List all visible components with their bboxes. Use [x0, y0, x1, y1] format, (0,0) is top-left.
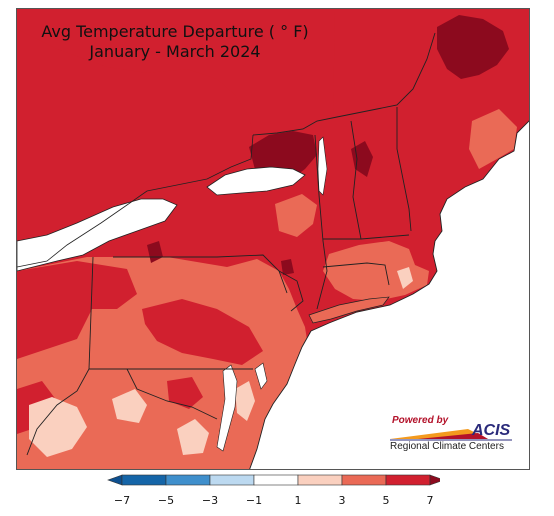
legend-bin-3 — [253, 474, 299, 486]
border-ct-ri — [322, 262, 390, 286]
legend-bin-0 — [121, 474, 167, 486]
zone-1-3-delmarva — [235, 381, 255, 421]
zone-5-7-pennsylvania-west — [17, 261, 137, 359]
legend-colorbar — [107, 474, 445, 486]
lake-champlain — [317, 136, 328, 196]
border-wv — [26, 368, 90, 456]
legend-tick-label: −5 — [157, 494, 175, 507]
color-legend: −7 −5 −3 −1 1 3 5 7 — [100, 472, 445, 512]
legend-under-arrow — [107, 474, 123, 486]
zone-1-3-virginia-central — [177, 419, 209, 455]
title-line-2: January - March 2024 — [89, 42, 261, 61]
border-ma-north — [323, 234, 410, 240]
zone-1-3-cape-cod — [397, 267, 413, 289]
legend-bin-4 — [297, 474, 343, 486]
border-ny-ma-ct — [316, 240, 328, 310]
delaware-bay — [254, 362, 268, 390]
zone-gt7-spot-1 — [147, 241, 163, 263]
regional-climate-centers-text: Regional Climate Centers — [390, 441, 504, 452]
map-title: Avg Temperature Departure ( ° F) January… — [30, 22, 320, 62]
shoreline-north — [17, 134, 254, 268]
zone-5-7-pennsylvania-central — [142, 299, 263, 365]
acis-brand-text: ACIS — [472, 422, 511, 439]
zone-gt7-northern-maine — [437, 15, 509, 79]
border-vt-nh — [350, 120, 362, 240]
zone-1-3-virginia-north — [112, 389, 147, 423]
border-nh-me — [396, 107, 412, 232]
legend-tick-label: 7 — [426, 494, 434, 507]
legend-bin-1 — [165, 474, 211, 486]
legend-over-arrow — [429, 474, 445, 486]
legend-bin-2 — [209, 474, 255, 486]
legend-tick-label: −7 — [113, 494, 131, 507]
legend-bin-6 — [385, 474, 431, 486]
legend-tick-label: 3 — [338, 494, 346, 507]
legend-bin-5 — [341, 474, 387, 486]
atlantic-ocean — [249, 120, 529, 469]
long-island — [308, 296, 390, 324]
legend-tick-label: −3 — [201, 494, 219, 507]
state-borders — [26, 32, 436, 456]
border-md-va — [126, 368, 218, 420]
legend-tick-label: −1 — [245, 494, 263, 507]
border-nj — [278, 270, 304, 312]
zone-gt7-spot-2 — [281, 259, 294, 275]
title-line-1: Avg Temperature Departure ( ° F) — [41, 22, 309, 41]
legend-tick-label: 5 — [382, 494, 390, 507]
powered-by-text: Powered by — [392, 415, 449, 426]
acis-logo: Powered by ACIS Regional Climate Centers — [388, 413, 518, 455]
acis-swoosh-icon — [390, 429, 512, 441]
legend-tick-label: 1 — [294, 494, 302, 507]
border-ny-vt — [314, 134, 324, 242]
canada-upper-left — [17, 9, 335, 135]
zone-5-7-maryland — [167, 377, 203, 409]
zone-3-5-central-new-york — [275, 194, 317, 237]
zone-1-3-west-virginia — [29, 397, 87, 457]
border-ny-pa — [113, 254, 288, 294]
border-pa-west — [88, 256, 94, 370]
map-frame — [16, 8, 530, 470]
border-canada — [252, 32, 436, 136]
zone-3-5-maine-coast — [469, 109, 517, 169]
chesapeake-bay — [216, 364, 238, 452]
temperature-departure-map — [17, 9, 529, 469]
lake-ontario — [206, 166, 306, 196]
